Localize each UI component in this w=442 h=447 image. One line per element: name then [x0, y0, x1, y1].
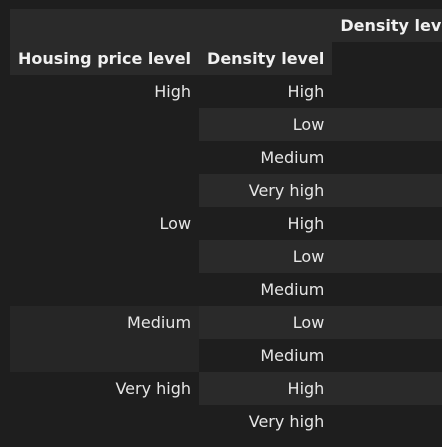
index-density-level: Very high	[199, 405, 333, 438]
value-cell: 3	[332, 174, 442, 207]
value-cell: 1	[332, 108, 442, 141]
table-header: Density level Housing price level Densit…	[10, 9, 442, 75]
table-row: Low1	[10, 108, 442, 141]
index-name-housing-price-level: Housing price level	[10, 42, 200, 75]
table-body: HighHigh2Low1Medium1Very high3LowHigh2Lo…	[10, 75, 442, 438]
index-density-level: High	[199, 75, 333, 108]
index-density-level: Low	[199, 306, 333, 339]
value-cell: 3	[332, 372, 442, 405]
index-name-density-level: Density level	[199, 42, 333, 75]
table-row: HighHigh2	[10, 75, 442, 207]
header-spacer	[199, 9, 333, 42]
table-row: Very highHigh3	[10, 372, 442, 438]
table-row: Very high3	[10, 174, 442, 207]
index-density-level: Low	[199, 240, 333, 273]
table-row: Low4	[10, 240, 442, 273]
value-cell: 2	[332, 207, 442, 240]
index-density-level: Medium	[199, 339, 333, 372]
index-density-level: High	[199, 207, 333, 240]
index-housing-price-level: High	[10, 75, 200, 207]
table-row: Medium4	[10, 339, 442, 372]
value-cell: 2	[332, 306, 442, 339]
index-density-level: Medium	[199, 273, 333, 306]
index-housing-price-level: Very high	[10, 372, 200, 438]
header-row-index-names: Housing price level Density level	[10, 42, 442, 75]
table-row: MediumLow2	[10, 306, 442, 372]
value-cell: 2	[332, 75, 442, 108]
index-housing-price-level: Low	[10, 207, 200, 306]
pivot-table: Density level Housing price level Densit…	[10, 9, 442, 438]
table-row: Medium1	[10, 141, 442, 174]
column-header: Density level	[332, 9, 442, 42]
index-housing-price-level: Medium	[10, 306, 200, 372]
table-row: LowHigh2	[10, 207, 442, 306]
value-cell: 4	[332, 240, 442, 273]
index-density-level: High	[199, 372, 333, 405]
value-cell: 4	[332, 339, 442, 372]
value-cell: 4	[332, 405, 442, 438]
header-spacer	[10, 9, 200, 42]
table-row: Very high4	[10, 405, 442, 438]
header-row-columns: Density level	[10, 9, 442, 42]
header-spacer	[332, 42, 442, 75]
index-density-level: Medium	[199, 141, 333, 174]
value-cell: 1	[332, 273, 442, 306]
index-density-level: Low	[199, 108, 333, 141]
index-density-level: Very high	[199, 174, 333, 207]
dataframe-output: Density level Housing price level Densit…	[10, 9, 442, 438]
value-cell: 1	[332, 141, 442, 174]
table-row: Medium1	[10, 273, 442, 306]
